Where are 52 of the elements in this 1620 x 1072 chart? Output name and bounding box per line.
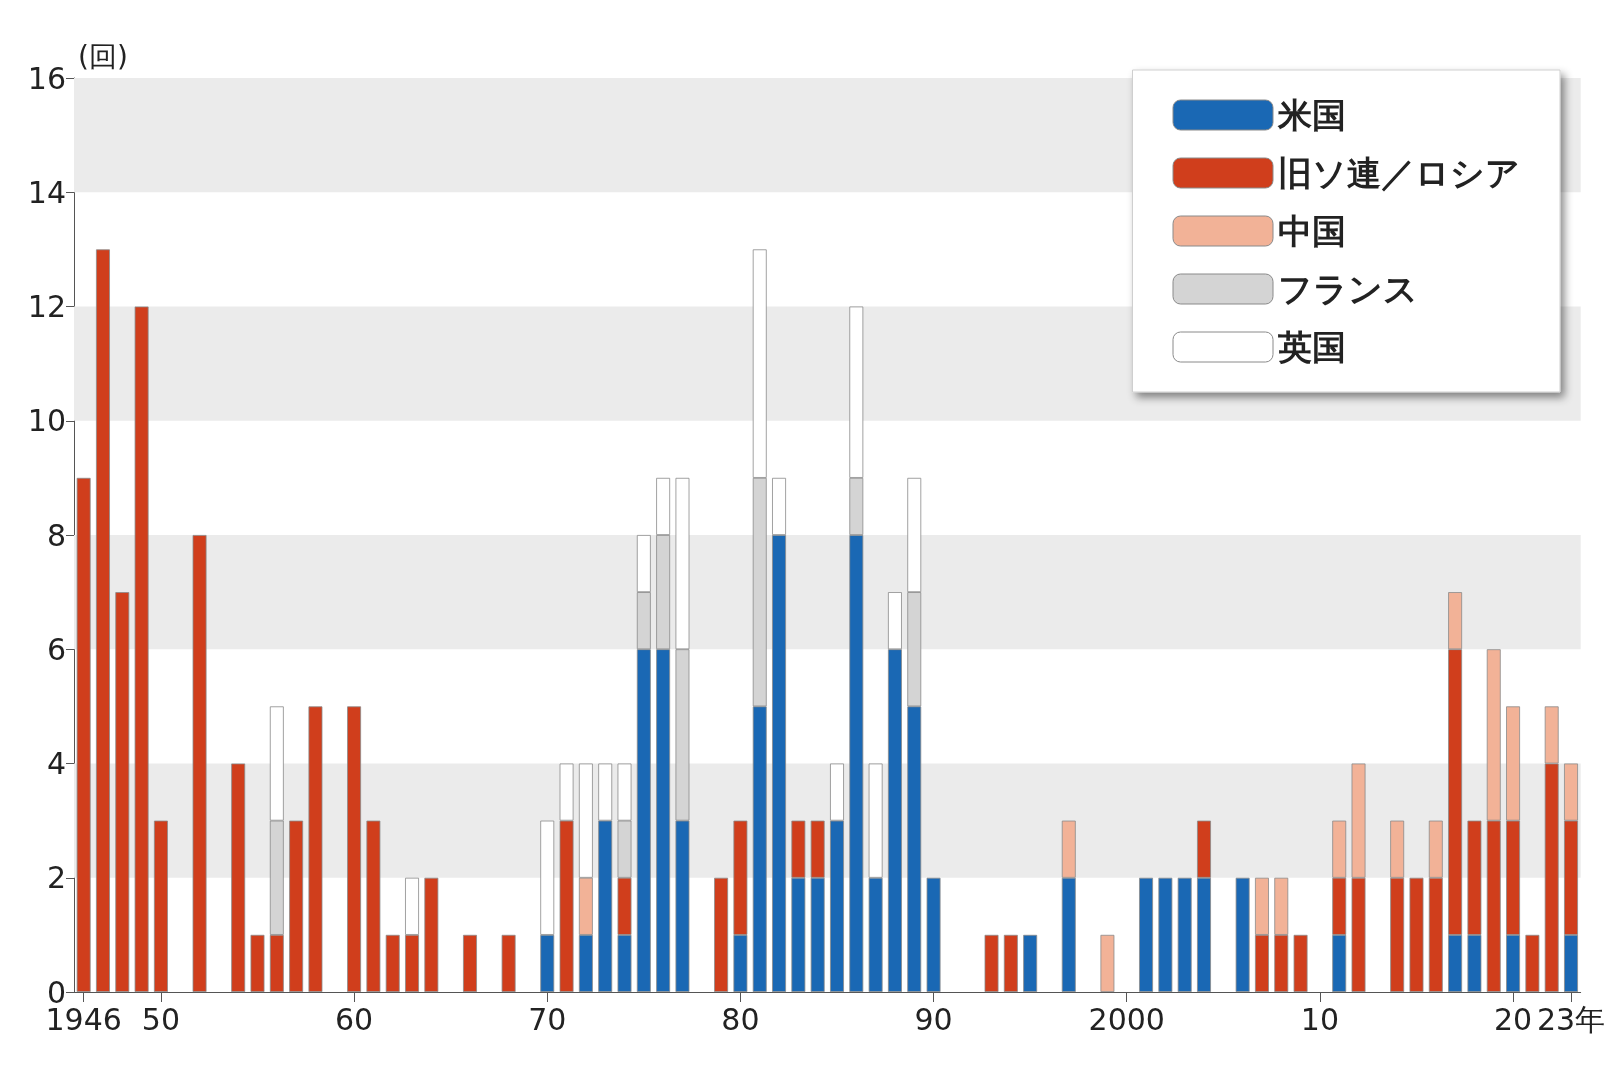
bar	[714, 877, 729, 992]
bar	[96, 249, 110, 992]
y-tick-label: 10	[27, 403, 66, 439]
bar	[308, 706, 323, 992]
bar	[231, 763, 246, 992]
bar	[1293, 934, 1308, 992]
legend-label: 英国	[1277, 327, 1346, 367]
bar	[1139, 877, 1154, 992]
bar	[134, 306, 149, 992]
x-tick-label: 23年	[1536, 1001, 1606, 1037]
y-tick-label: 2	[46, 860, 66, 896]
legend-label: 米国	[1277, 95, 1346, 135]
y-tick-label: 4	[46, 746, 66, 781]
legend-label: 中国	[1278, 211, 1346, 251]
bar	[1023, 934, 1038, 992]
legend-label: 旧ソ連／ロシア	[1278, 153, 1520, 193]
bar	[115, 592, 130, 992]
y-tick-label: 16	[27, 60, 66, 96]
bar	[385, 934, 400, 992]
bar	[366, 820, 381, 992]
bar	[76, 477, 91, 992]
y-axis-title: (回)	[78, 39, 128, 73]
bar	[153, 820, 168, 992]
bar	[1177, 877, 1192, 992]
bar	[347, 706, 362, 992]
bar	[192, 535, 207, 992]
legend-label: フランス	[1278, 269, 1418, 309]
x-tick-label: 90	[914, 1001, 953, 1037]
bar	[1158, 877, 1173, 992]
bar	[1409, 877, 1424, 992]
bar	[501, 934, 516, 992]
bar	[984, 934, 999, 992]
x-tick-label: 2000	[1088, 1001, 1165, 1037]
bar	[1100, 934, 1115, 992]
bar	[926, 877, 941, 992]
bar	[463, 934, 477, 992]
x-tick-label: 80	[721, 1001, 760, 1037]
bar	[1003, 934, 1018, 992]
x-tick-label: 70	[528, 1001, 567, 1037]
y-tick-label: 8	[46, 517, 66, 553]
y-tick-label: 6	[46, 631, 66, 667]
bar	[424, 877, 439, 992]
bar	[1235, 877, 1250, 992]
bar	[250, 934, 265, 992]
x-tick-label: 50	[141, 1001, 181, 1037]
x-tick-label: 10	[1300, 1001, 1339, 1037]
bar	[1525, 934, 1540, 992]
bar	[289, 820, 304, 992]
y-tick-label: 14	[27, 174, 66, 210]
x-tick-label: 20	[1493, 1001, 1533, 1037]
x-tick-label: 60	[334, 1001, 374, 1037]
y-tick-label: 12	[27, 289, 66, 324]
